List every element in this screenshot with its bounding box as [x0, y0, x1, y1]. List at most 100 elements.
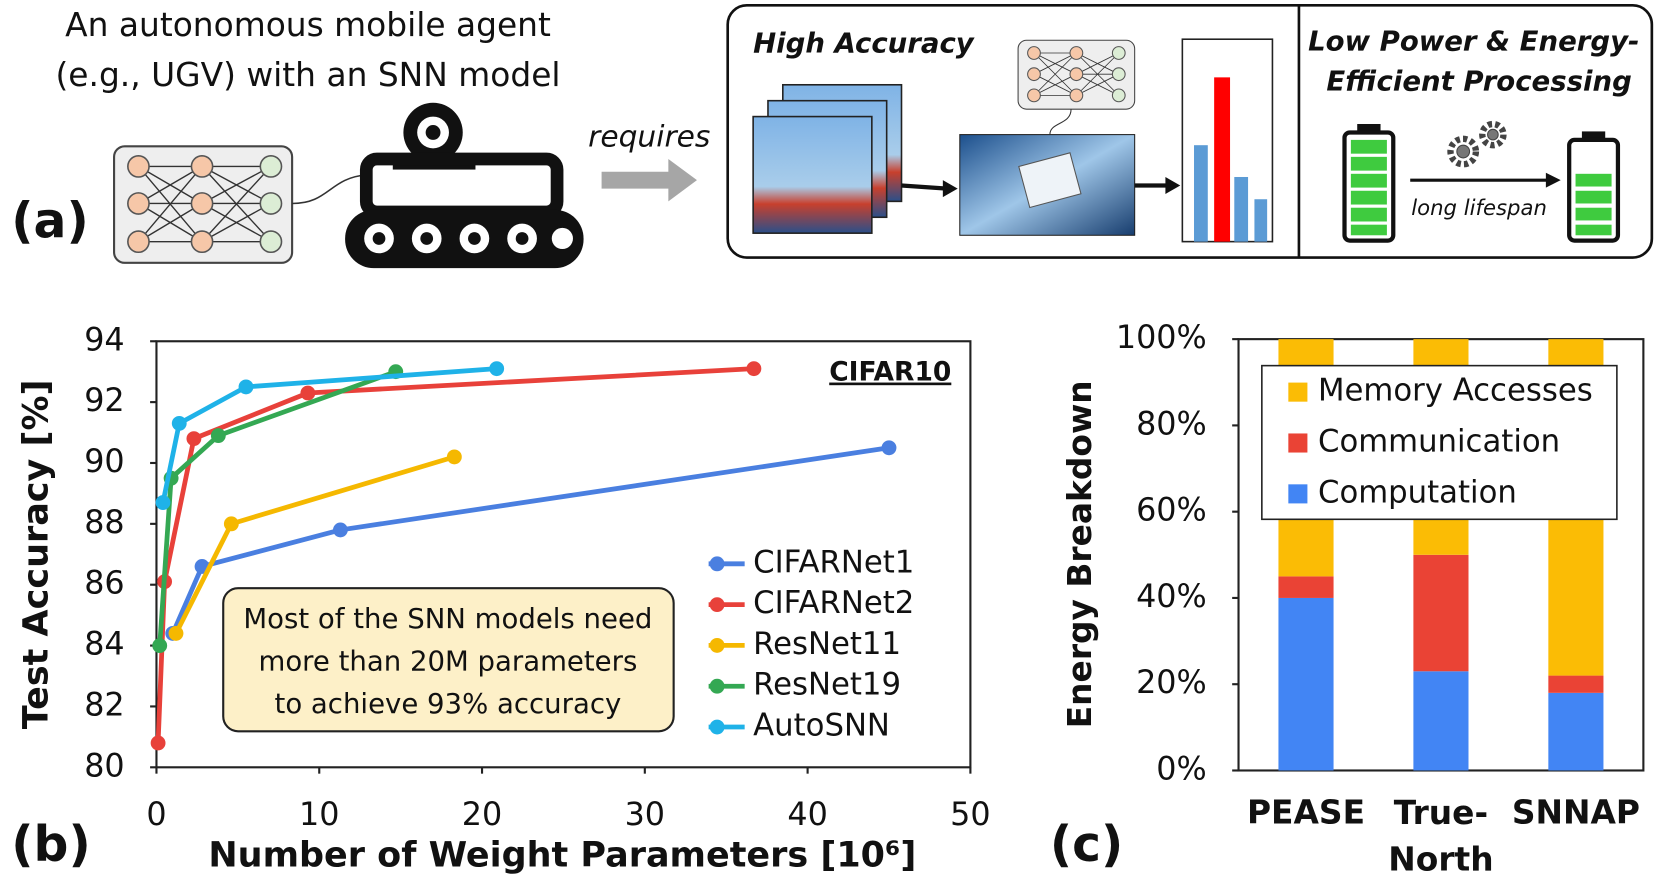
y-tick-label: 100% [1116, 319, 1207, 356]
arrow-head [1545, 172, 1561, 188]
legend-label: CIFARNet2 [753, 585, 914, 621]
annotation-box [222, 587, 675, 733]
data-point [746, 361, 762, 377]
bar-segment [1278, 597, 1334, 771]
plot-frame [155, 340, 972, 769]
requires-arrow [601, 158, 697, 202]
x-tick-label: PEASE [1247, 793, 1365, 831]
y-tick-label: 84 [84, 626, 124, 663]
nn-nodes-small [1027, 46, 1126, 103]
series-line [170, 445, 890, 635]
connector [1049, 109, 1072, 135]
bar-segment [1548, 675, 1604, 693]
chart-title: CIFAR10 [829, 357, 951, 388]
legend-label: Memory Accesses [1318, 373, 1593, 409]
series-line [160, 366, 497, 504]
data-point [489, 361, 505, 377]
x-tick-label: 0 [146, 796, 166, 833]
legend-box [1261, 364, 1618, 521]
x-tick-label: 50 [950, 796, 990, 833]
data-point [210, 428, 226, 444]
data-point [152, 638, 168, 653]
arrow-head [942, 180, 958, 198]
annotation-text: more than 20M parameters [258, 645, 637, 677]
legend-swatch [1288, 433, 1308, 453]
data-point [186, 431, 202, 447]
y-tick-label: 86 [84, 565, 124, 602]
data-point [155, 495, 171, 510]
connector [292, 174, 367, 205]
y-tick-label: 80 [84, 747, 124, 784]
legend-label: Computation [1318, 474, 1517, 510]
legend-swatch [1288, 484, 1308, 504]
legend-label: AutoSNN [753, 708, 890, 744]
panel-a: An autonomous mobile agent (e.g., UGV) w… [11, 3, 1654, 269]
panel-label: (a) [11, 194, 88, 250]
arrow-text: requires [588, 118, 710, 153]
data-point [238, 379, 254, 395]
data-point [300, 385, 316, 401]
charts: 80 82 84 86 88 90 92 94 0 10 20 30 40 50 Test Accuracy… [11, 319, 1645, 878]
agent-text: (e.g., UGV) with an SNN model [55, 56, 560, 94]
y-tick-label: 0% [1156, 750, 1206, 787]
legend-marker [709, 719, 725, 735]
legend-marker [709, 678, 725, 694]
battery-full [1342, 123, 1396, 243]
legend-label: ResNet19 [753, 667, 901, 703]
x-tick-label: 20 [462, 796, 502, 833]
panel-label: (b) [11, 817, 90, 873]
y-tick-label: 20% [1136, 664, 1207, 701]
series-line [157, 369, 397, 646]
legend-label: CIFARNet1 [753, 544, 914, 580]
power-title: Efficient Processing [1326, 66, 1631, 98]
label-line: True- [1394, 793, 1488, 831]
chip [1018, 152, 1082, 209]
panel-label: (c) [1050, 817, 1123, 873]
label-line: North [1388, 840, 1493, 878]
lifespan-text: long lifespan [1411, 195, 1547, 220]
y-tick-label: 40% [1136, 578, 1207, 615]
bar-segment [1413, 554, 1469, 672]
y-tick-label: 94 [84, 321, 124, 358]
image-stack [752, 83, 903, 234]
data-point [171, 416, 187, 431]
legend-marker [709, 556, 725, 572]
x-axis-label: Number of Weight Parameters [10⁶] [208, 835, 916, 875]
x-tick-label: 40 [787, 796, 827, 833]
y-axis-label: Energy Breakdown [1061, 380, 1099, 728]
y-tick-label: 80% [1136, 405, 1207, 442]
arrow-head [1165, 176, 1181, 194]
data-point [446, 449, 462, 465]
data-point [150, 735, 166, 751]
y-tick-label: 88 [84, 504, 124, 541]
bar-segment [1413, 671, 1469, 771]
legend-marker [709, 638, 725, 653]
battery-long [1567, 131, 1621, 243]
flow-arrow [901, 183, 948, 191]
power-title: Low Power & Energy- [1308, 25, 1639, 57]
annotation-text: Most of the SNN models need [243, 603, 652, 635]
annotation-text: to achieve 93% accuracy [275, 688, 622, 720]
data-point [223, 516, 239, 532]
data-point [332, 522, 348, 538]
x-tick-label: SNNAP [1512, 793, 1640, 831]
legend-marker [709, 597, 725, 613]
y-tick-label: 92 [84, 382, 124, 419]
legend-swatch [1288, 382, 1308, 402]
x-tick-label: 10 [299, 796, 339, 833]
x-tick-label: 30 [625, 796, 665, 833]
y-tick-label: 82 [84, 686, 124, 723]
x-tick-label: True- North [1388, 793, 1493, 878]
data-point [881, 440, 897, 456]
bar-segment [1278, 576, 1334, 598]
data-point [168, 625, 184, 641]
legend-label: ResNet11 [753, 626, 901, 662]
accuracy-title: High Accuracy [753, 28, 975, 60]
ugv-icon [345, 102, 584, 269]
nn-nodes [127, 154, 283, 254]
nn-edges [137, 165, 272, 243]
output-bars [1194, 77, 1268, 242]
y-axis-label: Test Accuracy [%] [17, 379, 57, 729]
